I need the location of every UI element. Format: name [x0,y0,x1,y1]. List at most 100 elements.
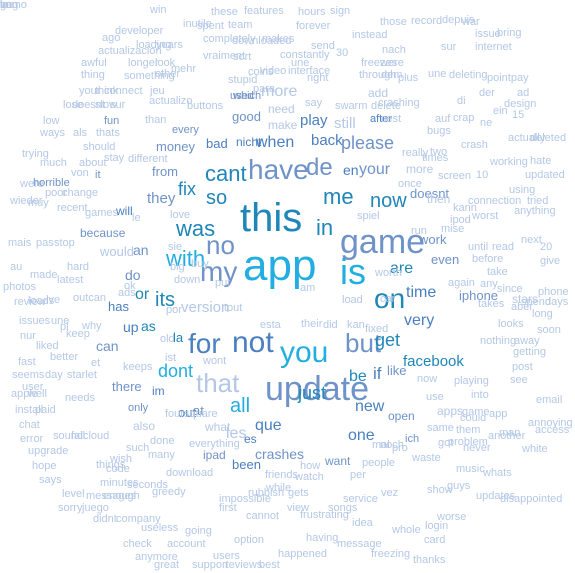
word: nothing [480,335,517,347]
word: muy [28,197,49,209]
word: big [170,261,185,273]
word: their [301,318,323,330]
word: from [152,164,178,179]
word: fast [18,356,36,368]
word: into [471,389,489,401]
word: hard [67,261,90,273]
word: plus [398,72,419,84]
word: more [261,83,298,100]
word: coins [248,66,274,78]
word: 10 [476,169,489,181]
word: but [345,328,382,358]
word: son [0,0,18,11]
word: can [96,338,119,354]
word: says [39,474,62,486]
word: sur [110,99,126,111]
word: dont [158,361,194,381]
word: lo [0,0,9,11]
word: 15 [512,109,525,121]
word: what [205,420,231,434]
word: very [404,312,435,329]
word: add [368,86,389,100]
word: login [425,520,449,532]
word: well [28,388,47,400]
word: sorry [58,502,83,514]
word: jeu [150,85,165,97]
word: greedy [152,486,186,498]
word: wont [203,355,227,367]
word: buttons [187,100,224,112]
word: hope [32,460,57,472]
word: give [540,255,561,267]
word: as [141,318,156,334]
word: au [10,261,23,273]
word: until [468,241,489,253]
word: user [22,381,44,393]
word: hate [530,155,552,167]
word: recent [57,202,88,214]
word: than [145,114,167,126]
word: your [79,85,101,97]
word: two [430,146,448,158]
word: nach [382,44,406,56]
word: ich [405,433,420,445]
word: going [185,525,212,537]
word: made [30,269,58,281]
word: video [260,65,287,77]
word: in [316,215,334,240]
word: iphone [459,288,499,303]
word: constantly [280,49,330,61]
word: another [488,430,526,442]
word: soundcloud [53,430,110,442]
word: run [411,225,427,237]
word: keeps [123,361,153,373]
word: mal [372,439,390,451]
word: doesnt [410,186,450,201]
word: got [438,437,454,449]
word: internet [475,41,512,53]
word: having [306,532,339,544]
word: im [152,384,165,398]
word: has [108,299,129,314]
word: messages [86,490,137,502]
word: version [181,299,230,316]
word: game [462,406,490,418]
word: best [259,559,280,571]
word: tried [527,195,549,207]
word: work [419,232,447,247]
word: using [509,184,536,196]
word: vraiment [203,50,246,62]
word: horrible [33,177,70,189]
word: stay [104,152,125,164]
word: paid [35,404,56,416]
word: also [133,419,156,433]
word: for [188,328,221,359]
word: loads [28,295,55,307]
word: could [460,412,487,424]
word: which [233,90,262,102]
word: it [95,169,101,181]
word: mehr [171,63,197,75]
word: or [135,286,150,303]
word: been [232,457,261,472]
word: et [91,357,101,369]
word: any [480,278,498,290]
word: new [355,398,385,415]
word: getting [513,346,547,358]
word: cest [381,113,402,125]
word: frustrating [300,509,349,521]
word: outcan [73,292,107,304]
word: music [456,463,485,475]
word: load [342,294,363,306]
word: right [307,72,329,84]
word: will [116,204,133,218]
word: cannot [246,510,280,522]
word: day [45,369,63,381]
word: photos [3,281,37,293]
word: ads [118,287,136,299]
word: happened [278,548,327,560]
word: car [380,293,396,305]
word: sie [168,241,183,253]
word: esta [260,319,281,331]
word: keep [66,328,90,340]
